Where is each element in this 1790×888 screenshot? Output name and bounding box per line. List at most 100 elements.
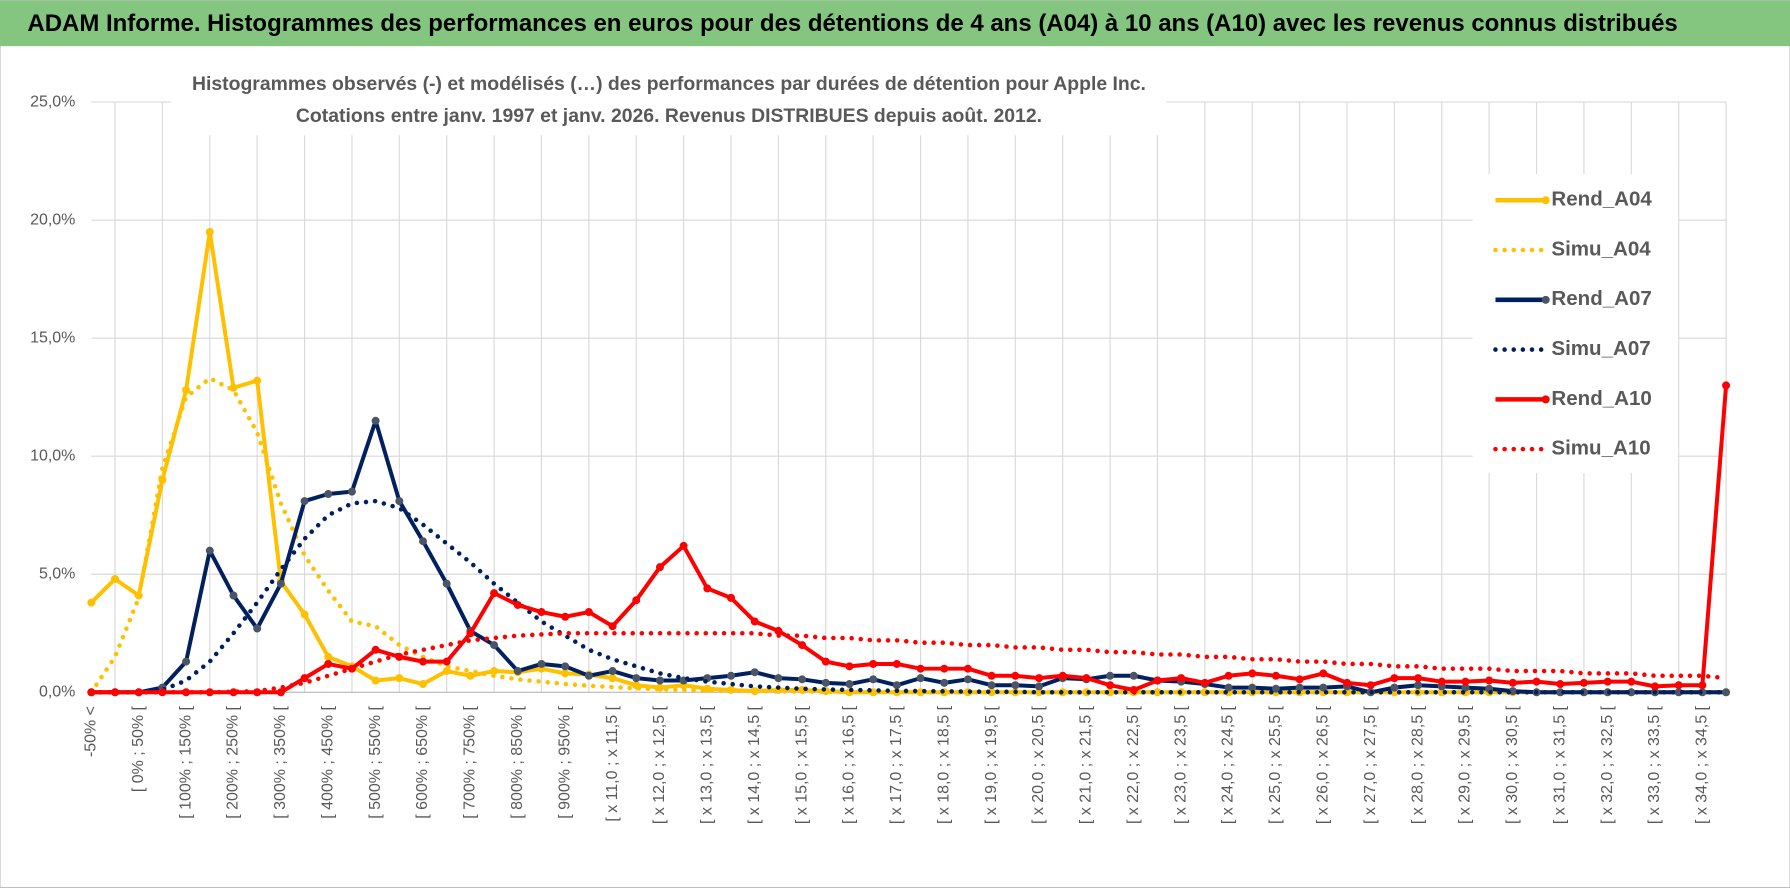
marker [537, 608, 546, 617]
marker [1200, 678, 1209, 687]
x-tick-label: [ x 24,0 ; x 24,5 [ [1220, 705, 1237, 824]
x-tick-label: [ x 23,0 ; x 23,5 [ [1172, 705, 1189, 824]
x-tick-label: [ x 19,0 ; x 19,5 [ [983, 705, 1000, 824]
x-tick-label: [ x 20,0 ; x 20,5 [ [1030, 705, 1047, 824]
marker [182, 386, 191, 395]
marker [869, 659, 878, 668]
marker [963, 675, 972, 684]
marker [1579, 678, 1588, 687]
marker [490, 641, 499, 650]
x-tick-label: [ x 16,0 ; x 16,5 [ [841, 705, 858, 824]
marker [845, 662, 854, 671]
marker [111, 574, 120, 583]
x-tick-label: [ 800% ; 850% [ [509, 705, 526, 818]
marker [253, 624, 262, 633]
marker [1153, 676, 1162, 685]
marker [1414, 681, 1423, 690]
marker [347, 487, 356, 496]
marker [1414, 674, 1423, 683]
x-tick-label: [ x 25,0 ; x 25,5 [ [1267, 705, 1284, 824]
marker [87, 598, 96, 607]
marker [1271, 684, 1280, 693]
legend-label: Rend_A07 [1551, 287, 1651, 310]
marker [442, 657, 451, 666]
x-tick-label: [ x 29,0 ; x 29,5 [ [1457, 705, 1474, 824]
series-line [91, 385, 1729, 695]
x-tick-label: [ x 18,0 ; x 18,5 [ [935, 705, 952, 824]
title-bg [171, 68, 1167, 136]
marker [1698, 681, 1707, 690]
legend-label: Simu_A04 [1551, 237, 1651, 260]
x-tick-label: [ x 27,0 ; x 27,5 [ [1362, 705, 1379, 824]
marker [1106, 671, 1115, 680]
marker [395, 497, 404, 506]
x-tick-label: [ x 28,0 ; x 28,5 [ [1409, 705, 1426, 824]
marker [608, 674, 617, 683]
marker [1627, 677, 1636, 686]
marker [253, 376, 262, 385]
marker [1603, 677, 1612, 686]
x-tick-label: [ x 11,0 ; x 11,5 [ [604, 705, 621, 821]
marker [1366, 681, 1375, 690]
x-tick-label: [ x 14,0 ; x 14,5 [ [746, 705, 763, 824]
marker [845, 680, 854, 689]
marker [727, 671, 736, 680]
marker [1319, 683, 1328, 692]
marker [205, 546, 214, 555]
x-tick-label: [ x 31,0 ; x 31,5 [ [1551, 705, 1568, 824]
marker [324, 652, 333, 661]
y-tick-label: 15,0% [30, 329, 75, 346]
x-tick-label: [ 400% ; 450% [ [319, 705, 336, 818]
marker [1674, 681, 1683, 690]
marker [940, 664, 949, 673]
marker [892, 681, 901, 690]
marker [205, 227, 214, 236]
marker [419, 537, 428, 546]
marker [1461, 677, 1470, 686]
marker [1106, 681, 1115, 690]
legend-label: Rend_A10 [1551, 387, 1651, 410]
marker [442, 667, 451, 676]
marker [1248, 683, 1257, 692]
marker [1390, 674, 1399, 683]
x-tick-label: [ x 30,0 ; x 30,5 [ [1504, 705, 1521, 824]
marker [632, 596, 641, 605]
x-tick-label: [ x 22,0 ; x 22,5 [ [1125, 705, 1142, 824]
marker [1556, 688, 1565, 697]
marker [300, 674, 309, 683]
x-tick-label: -50% < [83, 706, 100, 757]
marker [774, 626, 783, 635]
y-tick-label: 25,0% [30, 93, 75, 110]
marker [395, 674, 404, 683]
marker [1390, 683, 1399, 692]
marker [727, 593, 736, 602]
legend-bg [1472, 174, 1679, 474]
marker [987, 681, 996, 690]
x-tick-label: [ 600% ; 650% [ [414, 705, 431, 818]
marker [324, 659, 333, 668]
marker [1011, 681, 1020, 690]
marker [371, 416, 380, 425]
marker [916, 674, 925, 683]
marker [1343, 678, 1351, 687]
marker [1722, 381, 1731, 390]
marker [1437, 677, 1446, 686]
marker [490, 589, 499, 598]
marker [703, 584, 712, 593]
marker [1011, 671, 1020, 680]
legend-label: Simu_A07 [1551, 337, 1650, 360]
legend-marker [1541, 196, 1550, 205]
marker [750, 617, 759, 626]
marker [182, 688, 191, 697]
marker [276, 688, 285, 697]
x-tick-label: [ x 15,0 ; x 15,5 [ [793, 705, 810, 824]
series-line [89, 498, 1729, 695]
y-tick-label: 10,0% [30, 447, 75, 464]
marker [1674, 688, 1683, 697]
marker [1035, 674, 1044, 683]
marker [1129, 685, 1138, 694]
marker [892, 659, 901, 668]
marker [1271, 671, 1280, 680]
x-tick-label: [ 500% ; 550% [ [367, 705, 384, 818]
